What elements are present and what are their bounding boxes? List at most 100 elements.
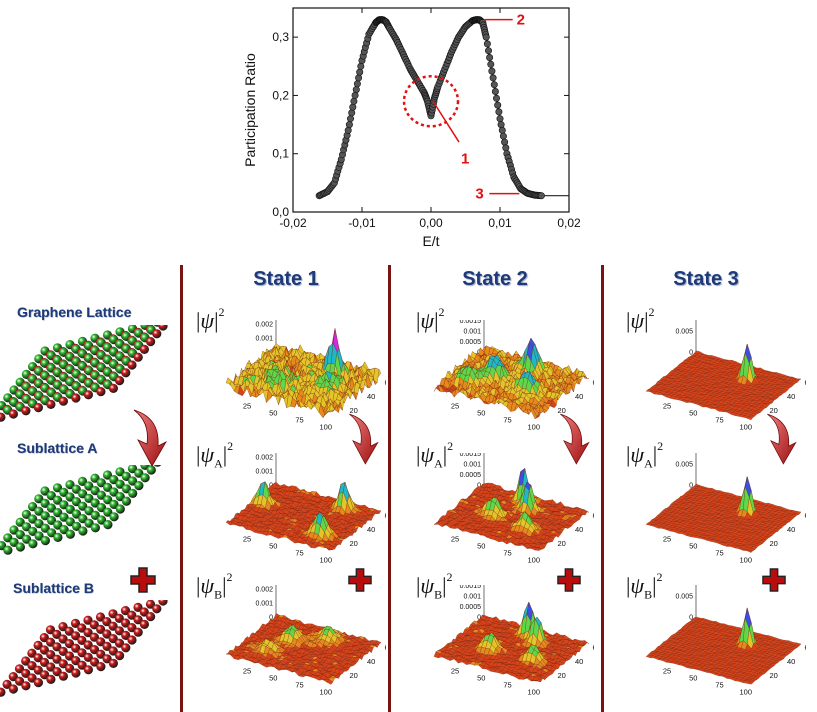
data-point	[347, 115, 355, 123]
atom	[90, 486, 100, 496]
atom	[89, 620, 99, 630]
z-tick-label: 0.002	[255, 322, 273, 329]
z-tick-label: 0	[689, 350, 693, 357]
atom	[146, 612, 156, 622]
x-tick-label: 50	[269, 674, 277, 683]
z-tick-label: 0.002	[255, 587, 273, 594]
atom	[34, 494, 44, 504]
atom	[103, 495, 113, 505]
atom	[139, 619, 149, 629]
x-tick-label: 50	[477, 542, 485, 551]
x-tick-label: 25	[243, 667, 251, 676]
atom	[3, 533, 13, 543]
atom	[108, 621, 118, 631]
y-tick-label: 20	[558, 671, 566, 680]
atom	[83, 390, 93, 400]
data-point	[483, 40, 491, 48]
atom	[64, 639, 74, 649]
sublattice-a-title: Sublattice A	[17, 440, 98, 456]
y-tick-label: 60	[385, 643, 387, 652]
data-point	[489, 74, 497, 82]
atom	[58, 671, 68, 681]
atom	[40, 486, 50, 496]
z-tick-label: 0.0005	[460, 604, 482, 611]
atom	[115, 651, 125, 661]
atom	[59, 512, 69, 522]
z-tick-label: 0.001	[463, 329, 481, 336]
atom	[109, 475, 119, 485]
y-tick-label: 20	[350, 406, 358, 415]
atom	[58, 646, 68, 656]
atom	[28, 514, 38, 524]
atom	[146, 465, 156, 475]
atom	[90, 657, 100, 667]
atom	[102, 641, 112, 651]
atom	[8, 672, 18, 682]
surface-cell	[534, 547, 542, 551]
atom	[114, 638, 125, 648]
atom	[84, 506, 94, 516]
atom	[52, 483, 63, 493]
z-tick-label: 0.002	[255, 455, 273, 462]
atom	[108, 383, 118, 393]
z-tick-label: 0.0005	[460, 339, 482, 346]
atom	[84, 493, 94, 503]
atom	[77, 635, 87, 645]
atom	[152, 329, 162, 339]
atom	[96, 387, 106, 397]
atom	[109, 487, 119, 497]
data-point	[499, 132, 507, 140]
atom	[90, 473, 100, 483]
atom	[34, 506, 44, 516]
y-tick-label: 40	[575, 392, 583, 401]
data-point	[490, 81, 498, 89]
atom	[96, 649, 106, 659]
divider-left	[180, 265, 183, 712]
state2-title: State 2	[462, 268, 528, 290]
data-point	[357, 62, 365, 70]
atom	[8, 684, 18, 694]
atom	[109, 499, 119, 509]
atom	[45, 625, 56, 635]
data-point	[498, 126, 506, 134]
y-tick-label: 0,0	[272, 205, 289, 219]
z-tick-label: 0.0015	[460, 585, 482, 590]
atom	[52, 642, 62, 652]
data-point	[355, 74, 363, 82]
atom	[0, 687, 6, 697]
atom	[83, 615, 93, 625]
atom	[39, 633, 49, 643]
x-tick-label: 25	[243, 402, 251, 411]
atom	[115, 467, 125, 477]
psi-total-label-state3: |ψ|2	[626, 304, 655, 333]
x-tick-label: 75	[295, 549, 303, 558]
atom	[65, 504, 75, 514]
atom	[83, 665, 93, 675]
plus-icon	[130, 567, 156, 593]
z-tick-label: 0.001	[255, 469, 273, 476]
annotation-pointer-1	[432, 100, 460, 143]
atom	[103, 507, 113, 517]
psi-b-label-state2: |ψB|2	[416, 569, 453, 602]
z-tick-label: 0	[477, 483, 481, 490]
atom	[14, 664, 25, 674]
atom	[46, 650, 56, 660]
axis-ticks: -0,02 -0,01 0,00 0,01 0,020,00,10,20,3	[272, 8, 581, 230]
psi-b-label-state1: |ψB|2	[196, 569, 233, 602]
data-point	[344, 126, 352, 134]
atom	[127, 360, 137, 370]
atom	[15, 676, 25, 686]
surface-mesh	[645, 343, 802, 421]
curved-arrow-icon	[133, 409, 168, 467]
atom	[53, 495, 63, 505]
atom	[120, 606, 131, 616]
atom	[77, 476, 88, 486]
atom	[96, 478, 106, 488]
atom	[134, 481, 144, 491]
y-tick-label: 20	[350, 671, 358, 680]
atom	[102, 617, 112, 627]
atom	[121, 630, 131, 640]
y-tick-label: 20	[558, 539, 566, 548]
surface-mesh	[433, 601, 590, 682]
